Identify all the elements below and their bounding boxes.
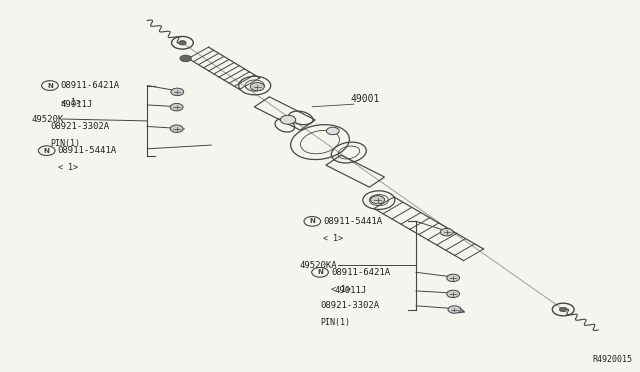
Text: < 1>: < 1> xyxy=(58,163,77,172)
Text: 49001: 49001 xyxy=(351,94,380,104)
Text: 49520K: 49520K xyxy=(32,115,64,124)
Text: 08921-3302A: 08921-3302A xyxy=(50,122,109,131)
Circle shape xyxy=(371,196,385,204)
Text: R4920015: R4920015 xyxy=(593,355,632,364)
Text: 49011J: 49011J xyxy=(61,100,93,109)
Text: N: N xyxy=(309,218,316,224)
Text: 08911-5441A: 08911-5441A xyxy=(58,146,116,155)
Circle shape xyxy=(280,115,296,124)
Circle shape xyxy=(171,88,184,96)
Text: 08911-6421A: 08911-6421A xyxy=(61,81,120,90)
Circle shape xyxy=(559,307,567,312)
Text: < 1>: < 1> xyxy=(323,234,343,243)
Text: PIN(1): PIN(1) xyxy=(50,139,80,148)
Text: N: N xyxy=(44,148,50,154)
Text: 08911-6421A: 08911-6421A xyxy=(331,268,390,277)
Circle shape xyxy=(448,306,461,313)
Circle shape xyxy=(447,290,460,298)
Text: N: N xyxy=(47,83,53,89)
Text: 08921-3302A: 08921-3302A xyxy=(320,301,379,310)
Circle shape xyxy=(180,55,191,62)
Circle shape xyxy=(440,228,453,236)
Text: PIN(1): PIN(1) xyxy=(320,318,350,327)
Text: < 1>: < 1> xyxy=(331,285,351,294)
Text: 49520KA: 49520KA xyxy=(300,261,337,270)
Circle shape xyxy=(250,83,264,91)
Circle shape xyxy=(170,103,183,111)
Text: 08911-5441A: 08911-5441A xyxy=(323,217,382,226)
Text: N: N xyxy=(317,269,323,275)
Circle shape xyxy=(170,125,183,132)
Circle shape xyxy=(179,41,186,45)
Circle shape xyxy=(326,127,339,135)
Text: < 1>: < 1> xyxy=(61,98,81,107)
Circle shape xyxy=(447,274,460,282)
Text: 49011J: 49011J xyxy=(335,286,367,295)
